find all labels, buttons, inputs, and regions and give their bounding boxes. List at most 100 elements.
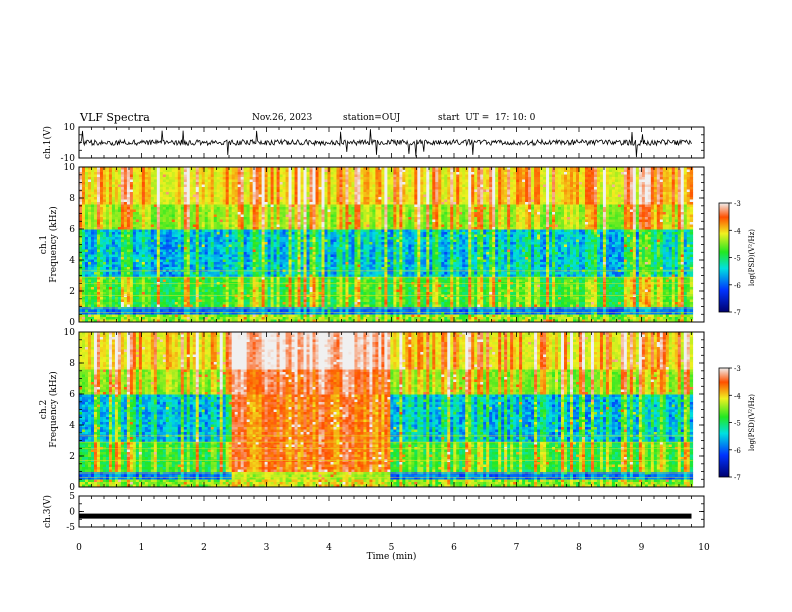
spectrogram-cell: [139, 190, 142, 193]
spectrogram-cell: [229, 185, 232, 188]
spectrogram-cell: [411, 207, 414, 210]
spectrogram-cell: [151, 195, 154, 198]
spectrogram-cell: [118, 215, 121, 218]
spectrogram-cell: [229, 187, 232, 190]
spectrogram-cell: [498, 187, 501, 190]
spectrogram-cell: [450, 185, 453, 188]
spectrogram-cell: [298, 215, 301, 218]
spectrogram-cell: [253, 197, 256, 200]
spectrogram-cell: [280, 192, 283, 195]
spectrogram-cell: [115, 185, 118, 188]
spectrogram-cell: [468, 207, 471, 210]
spectrogram-cell: [235, 212, 238, 215]
spectrogram-cell: [510, 192, 513, 195]
spectrogram-cell: [642, 172, 645, 175]
spectrogram-cell: [336, 172, 339, 175]
spectrogram-cell: [591, 195, 594, 198]
spectrogram-cell: [438, 182, 441, 185]
spectrogram-cell: [100, 182, 103, 185]
spectrogram-cell: [636, 215, 639, 218]
spectrogram-cell: [414, 187, 417, 190]
spectrogram-cell: [687, 192, 690, 195]
spectrogram-cell: [202, 200, 205, 203]
spectrogram-cell: [684, 217, 687, 220]
spectrogram-cell: [85, 187, 88, 190]
spectrogram-cell: [405, 212, 408, 215]
spectrogram-cell: [133, 215, 136, 218]
spectrogram-cell: [606, 200, 609, 203]
spectrogram-cell: [576, 197, 579, 200]
spectrogram-cell: [118, 197, 121, 200]
spectrogram-cell: [429, 202, 432, 205]
spectrogram-cell: [127, 222, 130, 225]
spectrogram-cell: [363, 172, 366, 175]
spectrogram-cell: [579, 207, 582, 210]
spectrogram-cell: [405, 202, 408, 205]
spectrogram-cell: [486, 187, 489, 190]
spectrogram-cell: [97, 177, 100, 180]
spectrogram-cell: [423, 207, 426, 210]
spectrogram-cell: [157, 202, 160, 205]
spectrogram-cell: [112, 222, 115, 225]
spectrogram-cell: [564, 210, 567, 213]
spectrogram-cell: [621, 192, 624, 195]
spectrogram-cell: [154, 195, 157, 198]
spectrogram-cell: [468, 210, 471, 213]
spectrogram-cell: [313, 217, 316, 220]
spectrogram-cell: [435, 177, 438, 180]
spectrogram-cell: [453, 212, 456, 215]
spectrogram-cell: [399, 202, 402, 205]
spectrogram-cell: [139, 217, 142, 220]
spectrogram-cell: [471, 177, 474, 180]
spectrogram-cell: [483, 187, 486, 190]
spectrogram-cell: [345, 172, 348, 175]
spectrogram-cell: [567, 177, 570, 180]
spectrogram-cell: [576, 220, 579, 223]
spectrogram-cell: [387, 195, 390, 198]
spectrogram-cell: [531, 175, 534, 178]
spectrogram-cell: [196, 225, 199, 228]
spectrogram-cell: [594, 192, 597, 195]
spectrogram-cell: [79, 225, 82, 228]
spectrogram-cell: [582, 190, 585, 193]
spectrogram-cell: [345, 182, 348, 185]
spectrogram-cell: [304, 220, 307, 223]
spectrogram-cell: [199, 227, 202, 230]
spectrogram-cell: [313, 180, 316, 183]
spectrogram-cell: [223, 190, 226, 193]
spectrogram-cell: [492, 207, 495, 210]
spectrogram-cell: [525, 217, 528, 220]
spectrogram-cell: [217, 225, 220, 228]
spectrogram-cell: [172, 200, 175, 203]
spectrogram-cell: [639, 190, 642, 193]
spectrogram-cell: [690, 182, 693, 185]
spectrogram-cell: [169, 210, 172, 213]
spectrogram-cell: [220, 175, 223, 178]
spectrogram-cell: [570, 192, 573, 195]
spectrogram-cell: [390, 222, 393, 225]
spectrogram-cell: [348, 220, 351, 223]
spectrogram-cell: [471, 190, 474, 193]
spectrogram-cell: [369, 195, 372, 198]
spectrogram-cell: [615, 210, 618, 213]
spectrogram-cell: [606, 177, 609, 180]
spectrogram-cell: [477, 220, 480, 223]
spectrogram-cell: [576, 222, 579, 225]
spectrogram-cell: [193, 170, 196, 173]
spectrogram-cell: [181, 190, 184, 193]
spectrogram-cell: [82, 197, 85, 200]
spectrogram-cell: [552, 207, 555, 210]
spectrogram-cell: [121, 185, 124, 188]
spectrogram-cell: [513, 207, 516, 210]
spectrogram-cell: [513, 225, 516, 228]
spectrogram-cell: [214, 197, 217, 200]
spectrogram-cell: [393, 205, 396, 208]
spectrogram-cell: [148, 170, 151, 173]
spectrogram-cell: [301, 225, 304, 228]
spectrogram-cell: [295, 187, 298, 190]
spectrogram-cell: [426, 187, 429, 190]
spectrogram-cell: [471, 195, 474, 198]
spectrogram-cell: [286, 202, 289, 205]
spectrogram-cell: [639, 202, 642, 205]
spectrogram-cell: [259, 225, 262, 228]
